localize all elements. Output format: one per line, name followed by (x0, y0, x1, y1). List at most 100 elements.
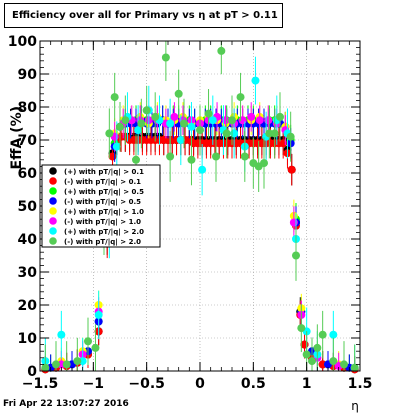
point-s7-24 (222, 129, 231, 138)
point-s7-22 (212, 152, 220, 161)
timestamp-footer: Fri Apr 22 13:07:27 2016 (3, 399, 129, 409)
point-s7-8 (110, 93, 119, 102)
legend-marker-2 (49, 187, 57, 195)
point-s7-37 (302, 350, 311, 359)
point-s5-19 (238, 116, 247, 125)
point-s7-5 (91, 343, 100, 352)
x-tick-label-2: −0.5 (128, 376, 165, 392)
legend: (+) with pT/|q| > 0.1(-) with pT/|q| > 0… (41, 164, 161, 248)
point-s7-40 (318, 330, 327, 339)
legend-marker-5 (49, 217, 57, 225)
point-s7-2 (62, 360, 71, 369)
point-s6-16 (230, 129, 239, 138)
point-s7-35 (292, 251, 300, 260)
point-s7-43 (350, 363, 359, 372)
legend-marker-1 (49, 177, 57, 185)
point-s7-42 (340, 360, 348, 369)
legend-label-1: (-) with pT/|q| > 0.1 (64, 178, 141, 187)
point-s7-19 (187, 155, 196, 164)
point-s6-14 (208, 116, 217, 125)
y-tick-label-0: 0 (27, 364, 37, 380)
point-s7-11 (132, 155, 140, 164)
point-s6-11 (176, 136, 185, 144)
point-s7-34 (286, 132, 295, 141)
point-s7-0 (41, 363, 50, 372)
point-s6-25 (329, 330, 338, 339)
legend-label-0: (+) with pT/|q| > 0.1 (64, 168, 144, 177)
point-s7-21 (204, 109, 213, 118)
point-s5-22 (264, 116, 273, 125)
point-s6-13 (198, 165, 207, 174)
legend-label-4: (+) with pT/|q| > 1.0 (64, 208, 144, 217)
point-s7-30 (260, 159, 268, 168)
point-s7-9 (116, 122, 124, 131)
point-s7-32 (270, 129, 279, 138)
point-s6-18 (251, 76, 260, 85)
legend-marker-6 (49, 227, 57, 235)
point-s6-1 (57, 330, 66, 339)
point-s1-49 (287, 165, 296, 174)
point-s6-10 (166, 119, 175, 128)
point-s7-13 (142, 106, 151, 115)
point-s5-20 (247, 112, 256, 121)
y-tick-label-6: 60 (18, 166, 38, 182)
point-s7-33 (276, 112, 284, 121)
point-s7-10 (121, 116, 130, 125)
point-s7-38 (308, 357, 316, 366)
point-s7-18 (180, 119, 188, 128)
point-s7-25 (228, 116, 236, 125)
point-s7-36 (297, 324, 306, 333)
point-s6-7 (134, 126, 143, 135)
point-s7-20 (196, 126, 204, 135)
point-s5-11 (170, 112, 179, 121)
point-s7-26 (236, 93, 245, 102)
legend-box (41, 164, 161, 248)
y-tick-label-5: 50 (18, 199, 38, 215)
point-s7-14 (151, 112, 160, 121)
point-s5-21 (255, 116, 264, 125)
x-tick-label-5: 1 (302, 376, 312, 392)
chart-title: Efficiency over all for Primary vs η at … (12, 10, 278, 21)
legend-label-7: (-) with pT/|q| > 2.0 (64, 238, 141, 247)
y-tick-label-7: 70 (18, 133, 38, 149)
point-s7-15 (161, 53, 170, 62)
y-tick-label-3: 30 (18, 265, 38, 281)
point-s6-12 (187, 122, 196, 131)
y-tick-label-4: 40 (18, 232, 38, 248)
point-s7-41 (329, 357, 338, 366)
y-tick-label-10: 100 (8, 34, 37, 50)
point-s6-3 (94, 310, 103, 319)
point-s7-1 (52, 360, 60, 369)
point-s7-17 (174, 89, 183, 98)
legend-marker-3 (49, 197, 57, 205)
point-s7-3 (73, 357, 82, 366)
x-tick-label-0: −1.5 (22, 376, 59, 392)
point-s7-23 (217, 46, 226, 55)
y-tick-label-1: 10 (18, 331, 38, 347)
point-s7-12 (137, 119, 146, 128)
legend-marker-0 (49, 167, 57, 175)
x-tick-label-4: 0.5 (241, 376, 266, 392)
x-tick-label-1: −1 (83, 376, 104, 392)
legend-label-2: (+) with pT/|q| > 0.5 (64, 188, 144, 197)
x-tick-label-6: 1.5 (348, 376, 373, 392)
y-tick-label-8: 80 (18, 100, 38, 116)
x-tick-label-3: 0 (195, 376, 205, 392)
legend-label-3: (-) with pT/|q| > 0.5 (64, 198, 141, 207)
y-tick-label-2: 20 (18, 298, 38, 314)
data-points-layer (41, 41, 359, 374)
x-axis-label: η (351, 399, 359, 413)
point-s7-16 (166, 152, 175, 161)
y-axis-label: EffA (%) (9, 106, 25, 169)
y-tick-label-9: 90 (18, 67, 38, 83)
point-s5-25 (289, 218, 298, 227)
point-s7-39 (313, 343, 322, 352)
point-s7-27 (240, 152, 249, 161)
legend-marker-4 (49, 207, 57, 215)
title-box: Efficiency over all for Primary vs η at … (4, 3, 283, 28)
point-s7-7 (105, 129, 114, 138)
point-s6-5 (112, 142, 121, 151)
legend-label-5: (-) with pT/|q| > 1.0 (64, 218, 141, 227)
